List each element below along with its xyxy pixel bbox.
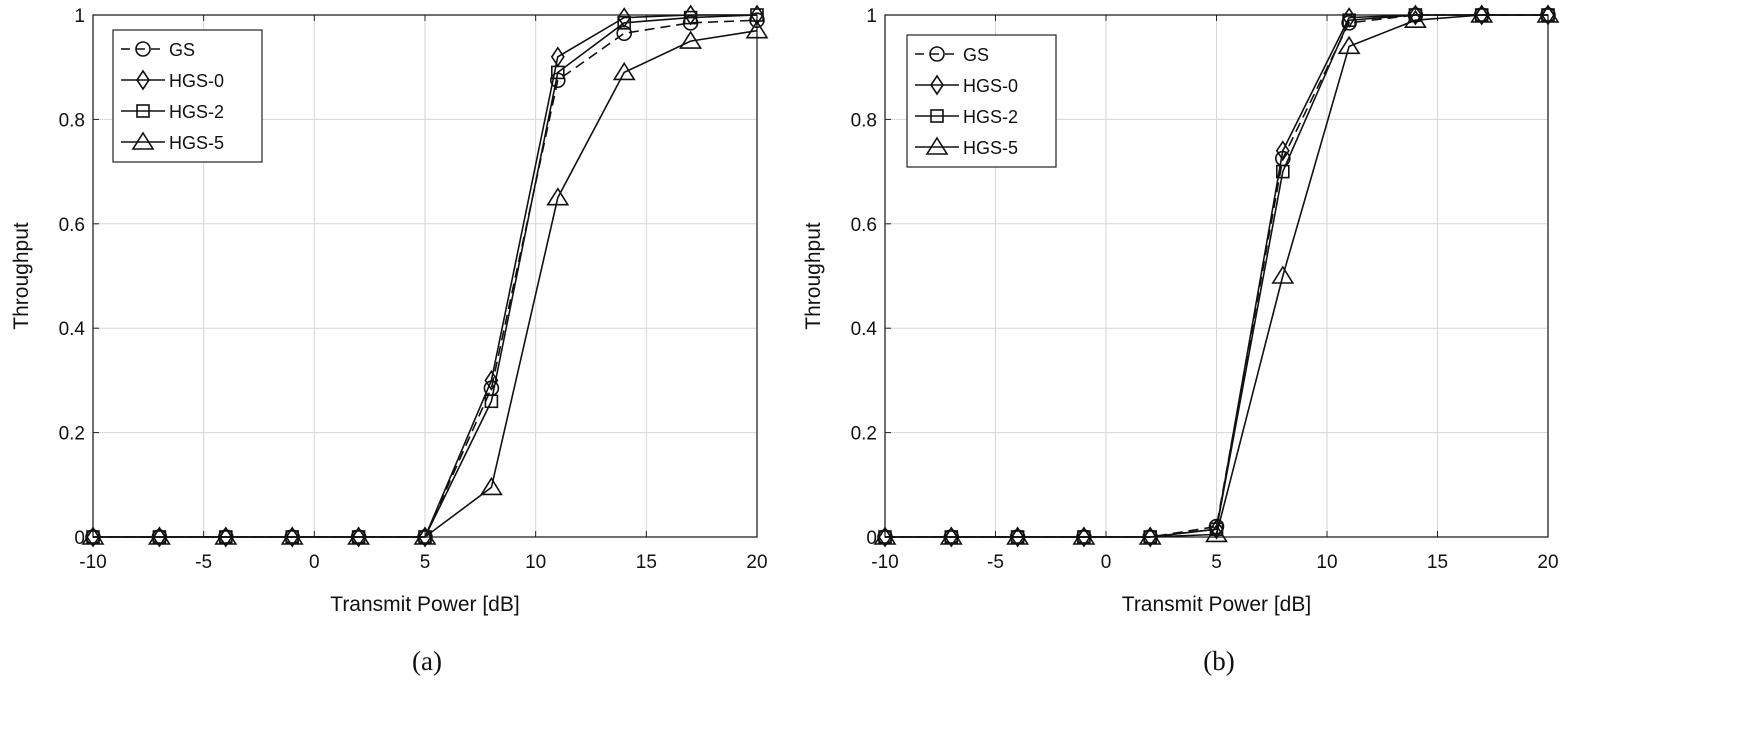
- x-tick-label: 20: [1537, 552, 1558, 573]
- legend-marker-diamond: [136, 69, 150, 91]
- data-point-triangle: [214, 526, 238, 545]
- data-point-triangle: [1138, 526, 1162, 545]
- data-point-diamond: [484, 369, 499, 391]
- series-line: [93, 29, 758, 538]
- legend-marker-square: [136, 104, 150, 118]
- data-point-square: [550, 65, 565, 80]
- legend-label: HGS-2: [963, 107, 1018, 127]
- data-point-triangle: [1006, 526, 1030, 545]
- x-tick-label: -10: [871, 552, 898, 573]
- y-tick-label: 0: [74, 528, 85, 549]
- legend-marker-triangle: [131, 131, 155, 150]
- data-point-triangle: [1536, 4, 1560, 23]
- data-point-triangle: [939, 526, 963, 545]
- y-tick-label: 1: [74, 6, 85, 27]
- legend-marker-diamond: [930, 74, 944, 96]
- chart-panel-a: -10 -5 0 5 10 15 20 0 0.2 0.4 0.6 0.8 1 GS HGS-0 HGS-2 H…: [10, 4, 769, 676]
- x-axis-label: Transmit Power [dB]: [330, 593, 519, 616]
- data-point-circle: [1341, 15, 1357, 31]
- legend-label: HGS-0: [169, 71, 224, 91]
- y-axis-label: Throughput: [802, 222, 825, 330]
- legend-marker-triangle: [925, 136, 949, 155]
- data-point-triangle: [679, 30, 703, 49]
- chart-panel-b: -10 -5 0 5 10 15 20 0 0.2 0.4 0.6 0.8 1 GS HGS-0 HGS-2 H…: [802, 4, 1560, 676]
- legend-label: HGS-5: [169, 133, 224, 153]
- data-point-triangle: [147, 526, 171, 545]
- data-point-triangle: [413, 526, 437, 545]
- x-tick-label: 20: [746, 552, 767, 573]
- legend-label: HGS-5: [963, 138, 1018, 158]
- data-point-triangle: [347, 526, 371, 545]
- y-tick-label: 0.8: [851, 110, 877, 131]
- x-tick-label: 5: [1211, 552, 1222, 573]
- data-point-triangle: [479, 476, 503, 496]
- x-tick-label: 0: [309, 552, 320, 573]
- x-tick-label: -5: [195, 552, 212, 573]
- x-tick-label: 10: [1316, 552, 1337, 573]
- data-point-diamond: [1408, 4, 1423, 26]
- panel-caption: (a): [412, 646, 442, 676]
- data-point-triangle: [81, 526, 105, 545]
- series-line: [885, 14, 1548, 538]
- y-tick-label: 0.4: [59, 319, 86, 340]
- data-point-circle: [749, 12, 765, 29]
- legend-label: HGS-2: [169, 102, 224, 122]
- y-axis-label: Throughput: [10, 222, 33, 330]
- data-point-triangle: [612, 61, 636, 81]
- data-point-triangle: [1403, 9, 1427, 29]
- x-tick-label: 5: [420, 552, 431, 573]
- data-point-diamond: [1275, 140, 1290, 162]
- data-point-triangle: [546, 187, 570, 206]
- data-point-square: [683, 10, 698, 25]
- x-tick-label: 15: [1427, 552, 1448, 573]
- y-tick-label: 0: [866, 528, 877, 549]
- legend-marker-circle: [929, 46, 945, 62]
- data-point-square: [617, 16, 632, 30]
- data-point-triangle: [280, 526, 304, 545]
- x-axis-label: Transmit Power [dB]: [1122, 593, 1311, 616]
- data-point-triangle: [1072, 526, 1096, 545]
- data-point-triangle: [1337, 35, 1361, 55]
- y-tick-label: 0.4: [851, 319, 878, 340]
- series-hgs-5: [81, 20, 769, 545]
- series-hgs-5: [873, 4, 1560, 545]
- x-tick-label: 15: [636, 552, 657, 573]
- data-point-triangle: [745, 20, 769, 39]
- data-point-diamond: [617, 7, 632, 29]
- data-point-triangle: [1470, 4, 1494, 23]
- y-tick-label: 0.8: [59, 110, 85, 131]
- x-tick-label: -10: [79, 552, 106, 573]
- series-line: [93, 19, 758, 538]
- x-tick-label: 0: [1101, 552, 1112, 573]
- legend-label: GS: [963, 45, 989, 65]
- legend-label: HGS-0: [963, 76, 1018, 96]
- data-point-triangle: [1271, 265, 1295, 284]
- legend-marker-square: [930, 109, 944, 123]
- panel-caption: (b): [1203, 646, 1234, 676]
- data-point-square: [484, 394, 499, 409]
- legend-label: GS: [169, 40, 195, 60]
- legend: GS HGS-0 HGS-2 HGS-5: [112, 29, 263, 163]
- y-tick-label: 0.2: [59, 424, 85, 445]
- y-tick-label: 0.6: [59, 215, 85, 236]
- y-tick-label: 0.2: [851, 424, 877, 445]
- data-point-circle: [682, 15, 699, 31]
- y-tick-label: 1: [866, 6, 877, 27]
- data-point-triangle: [873, 526, 897, 545]
- data-point-square: [1342, 13, 1356, 28]
- legend-marker-circle: [135, 41, 151, 57]
- y-tick-label: 0.6: [851, 215, 877, 236]
- data-point-diamond: [750, 4, 764, 26]
- x-tick-label: -5: [987, 552, 1004, 573]
- legend: GS HGS-0 HGS-2 HGS-5: [906, 34, 1057, 168]
- data-point-triangle: [1205, 523, 1228, 543]
- data-point-square: [1276, 164, 1290, 179]
- data-point-diamond: [1209, 518, 1224, 540]
- x-tick-label: 10: [525, 552, 546, 573]
